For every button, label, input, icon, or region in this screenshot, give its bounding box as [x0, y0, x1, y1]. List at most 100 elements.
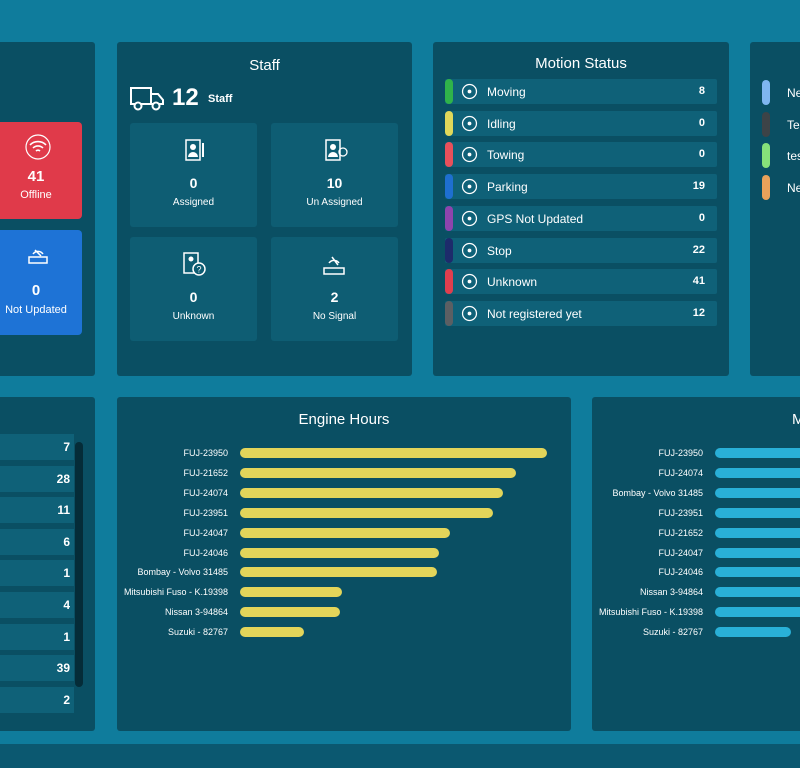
list-row: 4 [0, 592, 74, 618]
motion-count: 8 [698, 85, 705, 97]
motion-count: 0 [698, 211, 705, 224]
motion-label: Stop [487, 243, 512, 258]
motion-label: Not registered yet [487, 306, 582, 321]
icon [461, 115, 478, 131]
legend-swatch [762, 143, 770, 168]
motion-label: Unknown [487, 275, 538, 290]
bar [240, 567, 437, 578]
list-row: 1 [0, 560, 74, 587]
bar-label: FUJ-24047 [658, 547, 703, 558]
bar [715, 448, 800, 458]
status-panel: 41 Offline 0 Not Updated [0, 42, 95, 376]
status-label: Offline [20, 189, 52, 201]
bar [715, 507, 800, 518]
bar-label: FUJ-24046 [183, 547, 228, 558]
status-color [445, 300, 453, 326]
list-value: 2 [63, 692, 70, 707]
list-value: 7 [63, 440, 70, 454]
bar-label: Nissan 3-94864 [639, 587, 703, 598]
staff-tile: 2 No Signal [271, 237, 398, 341]
list-value: 1 [63, 566, 70, 581]
icon: ? [183, 252, 206, 276]
motion-label: Moving [487, 85, 526, 99]
list-row: 2 [0, 686, 74, 713]
list-value: 28 [56, 471, 70, 486]
icon [185, 139, 204, 161]
legend-swatch [762, 111, 770, 137]
motion-row: Unknown 41 [445, 269, 717, 295]
status-value: 0 [31, 282, 41, 299]
motion-label: Parking [487, 180, 528, 195]
staff-tile-value: 2 [330, 289, 339, 305]
chart-title: M [792, 411, 800, 428]
motion-row: Not registered yet 12 [445, 300, 717, 326]
bar [240, 487, 503, 498]
scrollbar[interactable] [75, 442, 83, 687]
bar [240, 587, 342, 598]
bar [715, 567, 800, 578]
list-panel: 7 28 11 6 1 4 1 39 2 [0, 397, 95, 731]
bar [240, 467, 516, 478]
status-color [445, 142, 453, 168]
motion-row: Idling 0 [445, 110, 717, 136]
bar-label: Suzuki - 82767 [642, 627, 703, 638]
staff-tile: ? 0 Unknown [130, 237, 257, 341]
icon [461, 305, 478, 321]
motion-count: 12 [692, 306, 705, 319]
staff-panel: Staff 12 Staff 0 Assigned 10 Un Assigned? 0 U… [117, 42, 412, 376]
legend-swatch [762, 174, 770, 200]
status-color [445, 205, 453, 231]
bar [715, 547, 800, 558]
motion-count: 22 [692, 243, 705, 256]
staff-tile-label: No Signal [312, 311, 357, 322]
status-color [445, 269, 453, 295]
svg-text:?: ? [196, 265, 201, 275]
footer-bar [0, 744, 800, 768]
motion-count: 41 [692, 275, 705, 288]
list-row: 28 [0, 465, 74, 492]
icon [461, 242, 478, 258]
motion-row: Parking 19 [445, 174, 717, 200]
status-color [445, 110, 453, 136]
status-tile: 41 Offline [0, 122, 82, 219]
motion-row: Towing 0 [445, 142, 717, 168]
motion-status-panel: Motion Status Moving 8 Idling 0 Towing 0 Parki… [433, 42, 729, 376]
motion-count: 0 [698, 148, 705, 161]
bar [240, 547, 439, 558]
bar [240, 607, 340, 618]
bar-label: Suzuki - 82767 [167, 627, 228, 638]
status-color [445, 79, 453, 104]
icon [461, 178, 478, 195]
list-row: 39 [0, 655, 74, 682]
bar [715, 607, 800, 618]
motion-row: Moving 8 [445, 79, 717, 104]
legend-label: Ne [787, 180, 800, 195]
staff-tile-label: Unknown [172, 311, 215, 322]
bar [240, 507, 493, 518]
list-value: 11 [57, 503, 70, 518]
staff-count-label: Staff [208, 93, 233, 105]
panel-title: Motion Status [535, 55, 627, 72]
bar [240, 627, 304, 638]
list-value: 1 [63, 629, 70, 644]
bar [240, 448, 547, 458]
bar-label: FUJ-24046 [658, 567, 703, 578]
bar [715, 487, 800, 498]
bar-label: FUJ-23950 [183, 448, 228, 458]
status-color [445, 174, 453, 200]
motion-row: GPS Not Updated 0 [445, 205, 717, 231]
legend-panel: Ne Te tes Ne [750, 42, 800, 376]
engine-hours-panel: Engine Hours FUJ-23950 FUJ-21652 FUJ-24074 F… [117, 397, 571, 731]
motion-count: 19 [692, 180, 705, 193]
bar [715, 627, 791, 638]
chart-panel: M FUJ-23950 FUJ-24074 Bombay - Volvo 31485 F… [592, 397, 800, 731]
bar-label: FUJ-23951 [658, 507, 703, 518]
list-row: 6 [0, 528, 74, 555]
status-value: 41 [27, 168, 45, 185]
icon [461, 210, 478, 226]
bar-label: Mitsubishi Fuso - K.19398 [123, 587, 228, 598]
icon [461, 83, 478, 100]
bar-label: FUJ-23951 [183, 507, 228, 518]
staff-tile-label: Un Assigned [306, 197, 363, 208]
